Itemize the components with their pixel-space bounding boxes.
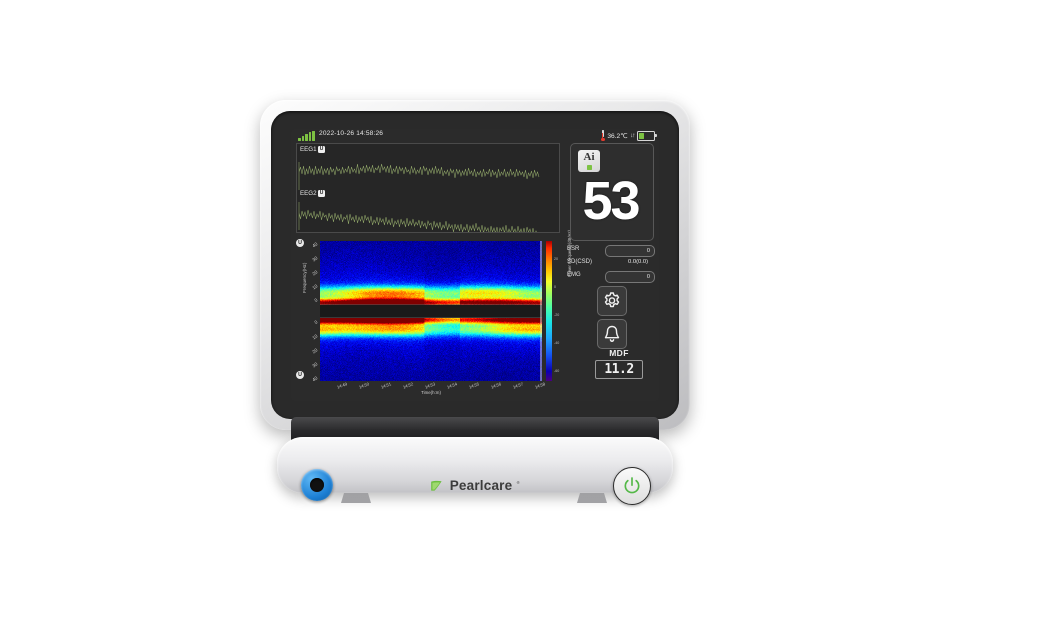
right-parameter-panel: Ai 53 BSR 0 SD(CSD) 0.0(0.0) bbox=[565, 143, 655, 399]
battery-icon bbox=[637, 130, 657, 141]
colorbar-tick: -60 bbox=[554, 369, 560, 373]
y-tick: 20 bbox=[311, 269, 319, 277]
lead-status-badge: U bbox=[318, 146, 326, 153]
mdf-display[interactable]: MDF 11.2 bbox=[595, 348, 643, 379]
dsa-plot-area bbox=[320, 241, 542, 381]
leaf-flag-logo-icon bbox=[430, 479, 443, 491]
dsa-heatmap-canvas bbox=[320, 241, 542, 381]
y-tick: 0 bbox=[313, 297, 319, 304]
y-tick: 10 bbox=[311, 333, 319, 341]
param-row-sd[interactable]: SD(CSD) 0.0(0.0) bbox=[567, 258, 655, 269]
ai-index-box[interactable]: Ai 53 bbox=[570, 143, 654, 241]
eeg2-label: EEG2 U bbox=[300, 190, 326, 197]
monitor-screen[interactable]: 2022-10-26 14:58:26 36.2℃ ↓↑ bbox=[291, 129, 659, 401]
bell-icon bbox=[604, 325, 620, 342]
x-tick: 14:49 bbox=[336, 381, 348, 390]
status-datetime: 2022-10-26 14:58:26 bbox=[319, 130, 384, 137]
eeg-waveform-panel[interactable]: EEG1 U EEG2 U bbox=[296, 143, 560, 233]
y-tick: 10 bbox=[311, 283, 319, 291]
y-tick: 0 bbox=[313, 319, 319, 326]
ai-chip-text: Ai bbox=[583, 151, 595, 163]
sensor-port[interactable] bbox=[301, 469, 333, 501]
patient-monitor-device: 2022-10-26 14:58:26 36.2℃ ↓↑ bbox=[255, 95, 695, 535]
brand-mark: Pearlcare ® bbox=[277, 477, 673, 495]
device-base: Pearlcare ® bbox=[277, 417, 673, 505]
param-value: 0 bbox=[646, 248, 650, 254]
y-tick: 40 bbox=[311, 241, 319, 249]
y-tick: 20 bbox=[311, 347, 319, 355]
power-icon bbox=[624, 477, 640, 494]
param-row-emg[interactable]: EMG 0 bbox=[567, 271, 655, 283]
dsa-colorbar bbox=[546, 241, 552, 381]
param-bar: 0 bbox=[605, 245, 655, 257]
mdf-value: 11.2 bbox=[595, 360, 643, 379]
status-right-group: 36.2℃ ↓↑ bbox=[601, 129, 657, 142]
temperature-value: 36.2℃ bbox=[607, 132, 628, 140]
eeg2-trace bbox=[298, 202, 537, 232]
y-tick: 40 bbox=[311, 375, 319, 383]
dsa-channel1-badge: U bbox=[296, 239, 304, 247]
x-tick: 14:53 bbox=[424, 381, 436, 390]
param-value: 0 bbox=[646, 274, 650, 280]
param-bar: 0 bbox=[605, 271, 655, 283]
x-tick: 14:55 bbox=[468, 381, 480, 390]
alarm-button[interactable] bbox=[597, 319, 627, 349]
ai-chip-indicator bbox=[587, 164, 592, 170]
gear-icon bbox=[604, 292, 620, 308]
x-tick: 14:52 bbox=[402, 381, 414, 390]
colorbar-tick: 0 bbox=[554, 285, 556, 289]
colorbar-tick: -40 bbox=[554, 341, 560, 345]
monitor-housing: 2022-10-26 14:58:26 36.2℃ ↓↑ bbox=[260, 100, 690, 430]
monitor-bezel: 2022-10-26 14:58:26 36.2℃ ↓↑ bbox=[271, 111, 679, 419]
x-tick: 14:57 bbox=[512, 381, 524, 390]
mdf-label: MDF bbox=[609, 348, 629, 358]
eeg1-trace bbox=[298, 162, 540, 190]
dsa-channel2-badge: U bbox=[296, 371, 304, 379]
thermometer-icon bbox=[601, 130, 605, 141]
eeg2-label-text: EEG2 bbox=[300, 190, 317, 197]
base-front-panel: Pearlcare ® bbox=[277, 437, 673, 505]
param-label: BSR bbox=[567, 246, 580, 252]
ai-index-chip: Ai bbox=[578, 150, 600, 172]
colorbar-tick: 20 bbox=[554, 257, 558, 261]
brand-name: Pearlcare bbox=[449, 478, 513, 493]
status-bar: 2022-10-26 14:58:26 36.2℃ ↓↑ bbox=[291, 129, 659, 143]
settings-button[interactable] bbox=[597, 286, 627, 316]
signal-bars-icon bbox=[298, 131, 315, 141]
trend-arrows-icon: ↓↑ bbox=[630, 132, 635, 139]
x-tick: 14:56 bbox=[490, 381, 502, 390]
colorbar-tick: -20 bbox=[554, 313, 560, 317]
eeg1-label: EEG1 U bbox=[300, 146, 326, 153]
lead-status-badge: U bbox=[318, 190, 326, 197]
param-row-bsr[interactable]: BSR 0 bbox=[567, 245, 655, 257]
x-tick: 14:54 bbox=[446, 381, 458, 390]
x-tick: 14:50 bbox=[358, 381, 370, 390]
param-label: SD(CSD) bbox=[567, 259, 592, 265]
eeg1-label-text: EEG1 bbox=[300, 146, 317, 153]
y-tick: 30 bbox=[311, 361, 319, 369]
x-tick: 14:51 bbox=[380, 381, 392, 390]
power-button[interactable] bbox=[613, 467, 651, 505]
x-tick: 14:58 bbox=[534, 381, 546, 390]
param-label: EMG bbox=[567, 272, 581, 278]
registered-mark: ® bbox=[516, 480, 520, 485]
ai-index-value: 53 bbox=[582, 171, 640, 231]
dsa-x-axis-label: Time(h:m) bbox=[421, 390, 441, 395]
dsa-spectrogram[interactable]: U U Frequency(Hz) 40 30 20 10 0 0 10 20 … bbox=[294, 230, 586, 397]
param-value: 0.0(0.0) bbox=[628, 259, 648, 265]
y-tick: 30 bbox=[311, 255, 319, 263]
